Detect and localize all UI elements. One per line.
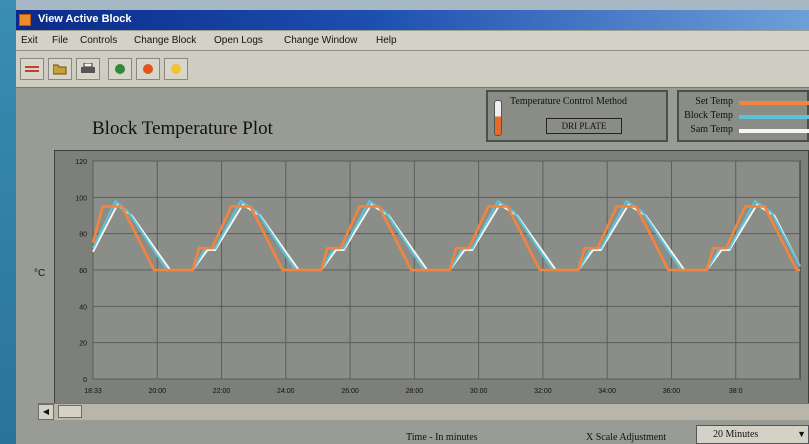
legend-swatch: [739, 115, 809, 119]
stop-icon: [143, 64, 153, 74]
legend-item-set-temp: Set Temp: [679, 96, 809, 110]
y-axis-label: °C: [34, 268, 46, 279]
chevron-down-icon: ▼: [797, 429, 806, 439]
legend-item-sam-temp: Sam Temp: [679, 124, 809, 138]
temperature-chart: 0 20 40 60 80 100 120 18:33 20:00 22:00 24:00 26:00…: [75, 159, 801, 395]
x-tick-label: 38:0: [729, 388, 743, 395]
menu-change-window[interactable]: Change Window: [284, 35, 358, 46]
app-icon: [19, 14, 31, 26]
y-tick-label: 20: [79, 341, 87, 348]
x-tick-label: 36:00: [663, 388, 681, 395]
desktop-left-edge: [0, 0, 16, 444]
menu-exit[interactable]: Exit: [21, 35, 38, 46]
legend-swatch: [739, 101, 809, 105]
legend-label: Block Temp: [684, 110, 733, 121]
start-run-button[interactable]: [108, 58, 132, 80]
pause-button[interactable]: [164, 58, 188, 80]
legend-label: Set Temp: [695, 96, 733, 107]
y-tick-label: 0: [83, 377, 87, 384]
scale-label: X Scale Adjustment: [586, 432, 666, 443]
menu-file[interactable]: File: [52, 35, 69, 46]
toolbar: [16, 51, 809, 88]
thermometer-icon: [494, 100, 502, 136]
y-tick-label: 40: [79, 304, 87, 311]
block-button[interactable]: [20, 58, 44, 80]
scroll-left-button[interactable]: ◀: [38, 404, 54, 420]
open-button[interactable]: [48, 58, 72, 80]
x-tick-label: 30:00: [470, 388, 488, 395]
temperature-control-value[interactable]: DRI PLATE: [546, 118, 622, 134]
printer-icon: [81, 63, 95, 73]
horizontal-scrollbar[interactable]: ◀: [38, 403, 809, 420]
menu-help[interactable]: Help: [376, 35, 397, 46]
y-tick-label: 120: [75, 159, 87, 166]
print-button[interactable]: [76, 58, 100, 80]
temperature-control-panel: Temperature Control Method DRI PLATE: [486, 90, 668, 142]
temperature-control-label: Temperature Control Method: [510, 96, 628, 107]
menu-change-block[interactable]: Change Block: [134, 35, 197, 46]
plot-title: Block Temperature Plot: [92, 118, 273, 139]
x-tick-label: 18:33: [84, 388, 102, 395]
title-bar[interactable]: View Active Block: [16, 10, 809, 30]
x-axis-label: Time - In minutes: [406, 432, 478, 443]
start-run-icon: [115, 64, 125, 74]
app-window: View Active Block Exit File Controls Cha…: [16, 0, 809, 444]
y-tick-label: 60: [79, 268, 87, 275]
stop-button[interactable]: [136, 58, 160, 80]
x-tick-label: 34:00: [598, 388, 616, 395]
series-line-set-temp: [91, 205, 800, 272]
x-tick-label: 26:00: [341, 388, 359, 395]
x-tick-label: 22:00: [213, 388, 231, 395]
y-tick-label: 80: [79, 232, 87, 239]
menu-bar: Exit File Controls Change Block Open Log…: [16, 31, 809, 51]
window-top-strip: [16, 0, 809, 10]
scale-value: 20 Minutes: [713, 429, 759, 440]
pause-icon: [171, 64, 181, 74]
x-tick-label: 24:00: [277, 388, 295, 395]
legend-swatch: [739, 129, 809, 133]
plot-area: Block Temperature Plot Temperature Contr…: [16, 88, 809, 444]
menu-controls[interactable]: Controls: [80, 35, 118, 46]
x-tick-label: 32:00: [534, 388, 552, 395]
legend-item-block-temp: Block Temp: [679, 110, 809, 124]
window-title: View Active Block: [38, 13, 132, 25]
x-tick-label: 28:00: [406, 388, 424, 395]
block-icon: [25, 66, 39, 72]
menu-open-logs[interactable]: Open Logs: [214, 35, 263, 46]
scale-select[interactable]: 20 Minutes ▼: [696, 425, 809, 444]
scroll-thumb[interactable]: [58, 405, 82, 418]
folder-open-icon: [53, 64, 67, 75]
legend: Set Temp Block Temp Sam Temp: [677, 90, 809, 142]
legend-label: Sam Temp: [690, 124, 733, 135]
chart-frame: 0 20 40 60 80 100 120 18:33 20:00 22:00 24:00 26:00…: [54, 150, 809, 412]
x-tick-label: 20:00: [149, 388, 167, 395]
y-tick-label: 100: [75, 195, 87, 202]
